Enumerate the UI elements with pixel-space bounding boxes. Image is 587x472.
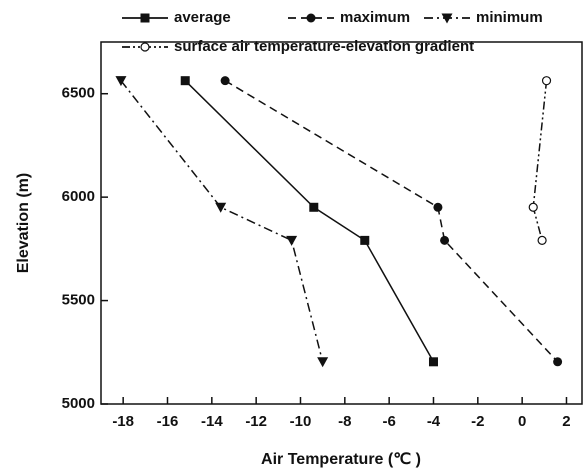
marker xyxy=(215,202,227,213)
series-line xyxy=(184,80,435,363)
legend-label: average xyxy=(174,9,231,26)
x-tick-label: -8 xyxy=(338,413,351,430)
marker xyxy=(317,357,329,368)
marker xyxy=(440,235,450,245)
x-axis-label: Air Temperature (℃ ) xyxy=(261,451,421,468)
marker xyxy=(360,235,370,245)
marker xyxy=(428,357,438,367)
y-axis-label: Elevation (m) xyxy=(15,173,32,273)
y-tick-label: 6500 xyxy=(62,85,95,102)
legend-label: minimum xyxy=(476,9,543,26)
x-tick-label: -12 xyxy=(245,413,267,430)
marker xyxy=(220,76,230,86)
x-tick-label: -2 xyxy=(471,413,484,430)
legend-marker xyxy=(140,42,150,52)
marker xyxy=(309,202,319,212)
x-tick-label: -16 xyxy=(157,413,179,430)
x-tick-label: -18 xyxy=(112,413,134,430)
marker xyxy=(541,76,552,86)
legend-marker xyxy=(441,13,453,24)
marker xyxy=(433,202,443,212)
x-tick-label: 2 xyxy=(562,413,570,430)
plot-frame xyxy=(100,41,583,405)
marker xyxy=(537,235,547,245)
legend-label: maximum xyxy=(340,9,410,26)
marker xyxy=(286,235,298,246)
x-tick-label: -4 xyxy=(427,413,441,430)
series-line xyxy=(532,80,548,241)
marker xyxy=(528,202,538,212)
series-line xyxy=(120,80,324,362)
series-line xyxy=(224,80,559,363)
legend-marker xyxy=(306,13,316,23)
marker xyxy=(553,357,563,367)
legend-marker xyxy=(140,13,150,23)
x-tick-label: -10 xyxy=(290,413,312,430)
y-tick-label: 6000 xyxy=(62,188,95,205)
y-tick-label: 5500 xyxy=(62,292,95,309)
x-tick-label: -14 xyxy=(201,413,223,430)
marker xyxy=(115,76,127,87)
y-tick-label: 5000 xyxy=(62,395,95,412)
x-tick-label: -6 xyxy=(382,413,395,430)
x-tick-label: 0 xyxy=(518,413,526,430)
legend-label: surface air temperature-elevation gradie… xyxy=(174,38,474,55)
marker xyxy=(180,76,190,86)
